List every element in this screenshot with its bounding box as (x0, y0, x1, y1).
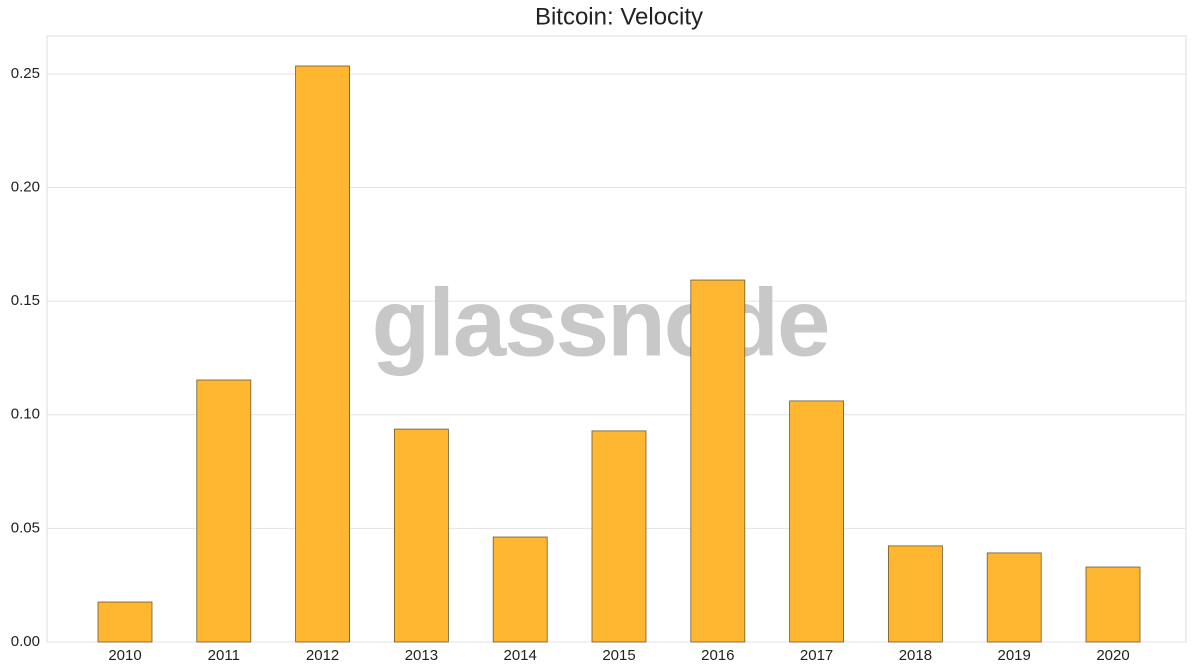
bar (97, 601, 153, 643)
bar (1085, 566, 1141, 643)
y-tick-label: 0.15 (11, 292, 40, 309)
bar (295, 65, 351, 643)
x-tick-label: 2020 (1096, 647, 1129, 664)
y-tick-label: 0.05 (11, 519, 40, 536)
x-tick-label: 2011 (208, 647, 240, 664)
watermark: glassnode (372, 269, 829, 376)
bar (789, 400, 844, 643)
bar (888, 545, 943, 643)
x-tick-label: 2019 (998, 647, 1031, 664)
chart-title: Bitcoin: Velocity (535, 3, 703, 30)
y-tick-label: 0.10 (11, 406, 40, 423)
bar (690, 279, 746, 643)
y-tick-label: 0.20 (11, 179, 40, 196)
bar (393, 428, 449, 643)
x-tick-label: 2012 (306, 647, 339, 664)
bar (492, 536, 548, 643)
x-tick-label: 2017 (800, 647, 833, 664)
y-tick-label: 0.25 (11, 65, 40, 82)
bar (591, 430, 647, 643)
x-tick-label: 2018 (899, 647, 932, 664)
y-tick-label: 0.00 (11, 633, 40, 650)
x-tick-label: 2010 (108, 647, 141, 664)
bar (196, 379, 252, 643)
bar (986, 552, 1042, 643)
x-tick-label: 2015 (602, 647, 635, 664)
x-tick-label: 2014 (504, 647, 537, 664)
x-tick-label: 2013 (405, 647, 438, 664)
x-tick-label: 2016 (701, 647, 734, 664)
